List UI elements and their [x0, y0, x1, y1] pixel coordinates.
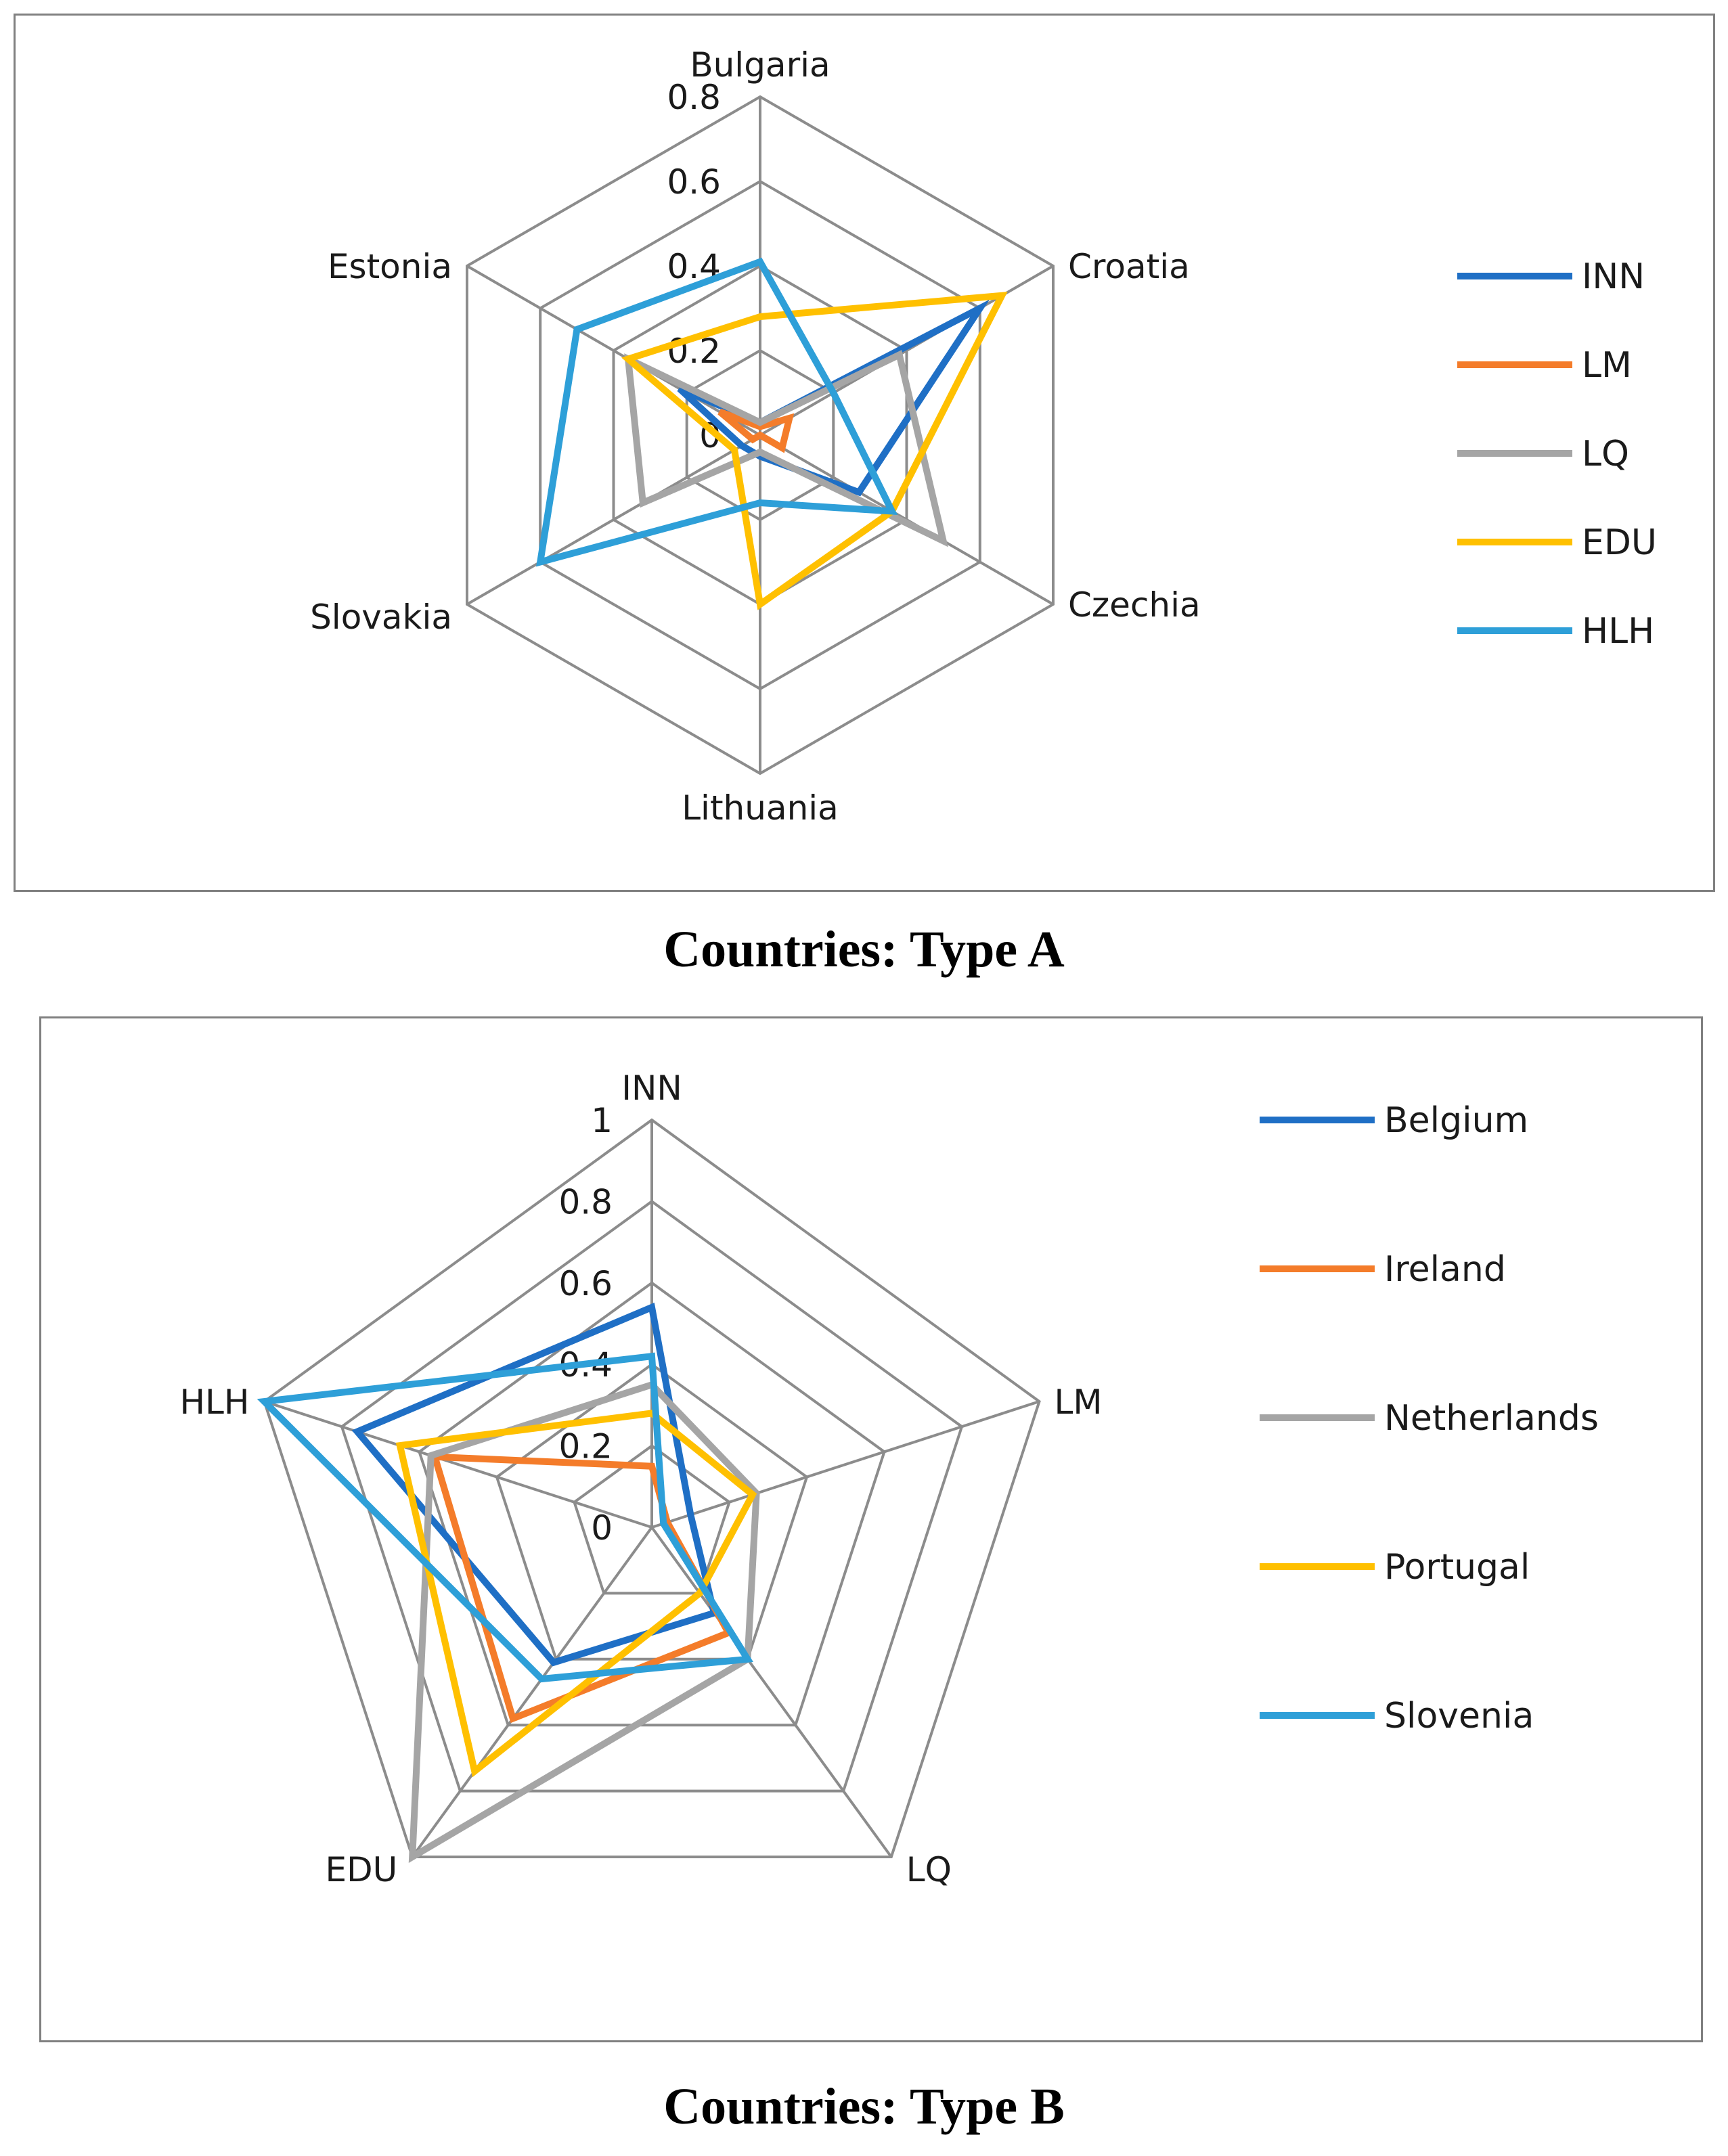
legend-label-belgium: Belgium	[1384, 1100, 1528, 1141]
radar-chart-type-b: 00.20.40.60.81INNLMLQEDUHLHBelgiumIrelan…	[179, 1069, 1599, 1889]
category-label: Czechia	[1068, 585, 1201, 625]
series-line-netherlands	[408, 1380, 760, 1864]
grid-ring-3	[418, 1281, 886, 1727]
grid-ring-5	[263, 1118, 1041, 1858]
category-label: HLH	[179, 1383, 249, 1422]
category-label: Slovakia	[310, 598, 452, 637]
radar-chart-type-a: 00.20.40.60.8BulgariaCroatiaCzechiaLithu…	[310, 45, 1657, 828]
tick-label: 0.6	[558, 1264, 613, 1303]
series-line-inn	[677, 299, 990, 497]
series-line-belgium	[351, 1302, 718, 1667]
caption-type-a: Countries: Type A	[663, 921, 1065, 978]
series-line-portugal	[395, 1410, 757, 1778]
legend-label-inn: INN	[1582, 256, 1645, 297]
category-label: LM	[1055, 1383, 1103, 1422]
spoke-1	[651, 1400, 1040, 1529]
legend-label-hlh: HLH	[1582, 611, 1654, 652]
legend-label-slovenia: Slovenia	[1384, 1696, 1534, 1736]
category-label: LQ	[906, 1850, 952, 1889]
category-label: EDU	[325, 1850, 397, 1889]
category-label: Lithuania	[682, 788, 839, 828]
series-line-lm	[717, 408, 795, 453]
tick-label: 0.6	[667, 162, 721, 202]
tick-label: 0	[591, 1508, 613, 1548]
caption-type-b: Countries: Type B	[663, 2078, 1065, 2135]
legend-label-edu: EDU	[1582, 522, 1657, 563]
chart-panel-type-a: 0 0.2 0.4 0.6 0.8 Bulgaria Croatia Czechia Lithu…	[14, 14, 1715, 892]
spoke-4	[263, 1400, 652, 1529]
spoke-5	[466, 265, 761, 436]
tick-label: 0.8	[558, 1182, 613, 1221]
legend-label-portugal: Portugal	[1384, 1547, 1530, 1588]
legend-label-ireland: Ireland	[1384, 1249, 1506, 1290]
tick-label: 1	[591, 1101, 613, 1140]
series-line-edu	[621, 292, 1008, 610]
tick-label: 0.8	[667, 78, 721, 117]
category-label: Croatia	[1068, 247, 1190, 286]
legend-label-netherlands: Netherlands	[1384, 1398, 1599, 1439]
category-label: Estonia	[328, 247, 452, 286]
spoke-3	[411, 1526, 653, 1858]
chart-panel-type-b: 0 0.2 0.4 0.6 0.8 1 INN LM LQ EDU HLH Belgium Irelan…	[39, 1016, 1703, 2042]
spoke-2	[650, 1526, 893, 1858]
series-line-slovenia	[257, 1352, 753, 1683]
series-line-hlh	[536, 257, 898, 567]
legend-label-lm: LM	[1582, 345, 1632, 386]
category-label: INN	[621, 1069, 682, 1108]
category-label: Bulgaria	[690, 45, 830, 85]
spoke-4	[466, 434, 761, 606]
grid-ring-1	[573, 1444, 731, 1595]
legend-label-lq: LQ	[1582, 434, 1629, 474]
